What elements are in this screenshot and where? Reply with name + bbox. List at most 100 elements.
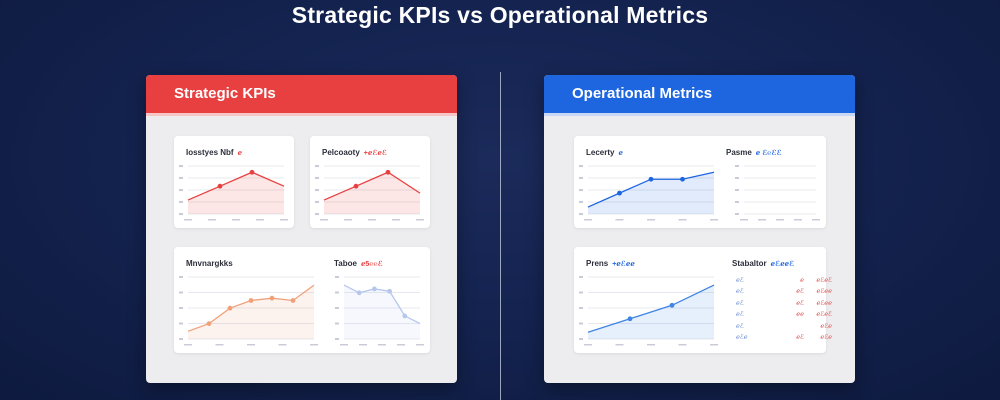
strategic-card-2[interactable]: Pelcoaoty +ℯℰℯℰ <box>310 136 430 228</box>
strategic-header-strip <box>146 113 457 116</box>
x-tick-mark <box>278 344 287 346</box>
tick-mark <box>335 276 339 278</box>
tick-mark <box>315 177 319 179</box>
tick-mark <box>579 213 583 215</box>
data-point <box>385 169 391 175</box>
strategic-card-1[interactable]: Iosstyes Nbf ℯ <box>174 136 294 228</box>
table-cell: ℯℰℯ <box>820 322 832 330</box>
data-point <box>648 176 654 182</box>
x-tick-mark <box>208 219 216 221</box>
data-point <box>227 305 233 311</box>
data-point <box>206 321 212 326</box>
data-point <box>217 183 223 189</box>
tick-mark <box>735 165 739 167</box>
series-area <box>324 172 420 214</box>
card-title: Pelcoaoty +ℯℰℯℰ <box>322 148 388 157</box>
operational-table: ℯℰ ℯ ℯℰℯℰ ℯℰ ℯℰ ℯℰℯℯ ℯℰ ℯℰ ℯℰℯℯ ℯℰ ℯℯ ℯℰℯℰ ℯℰ ℯℰℯ ℯℰℯ ℯ… <box>736 275 832 343</box>
tick-mark <box>579 291 583 294</box>
x-tick-mark <box>794 219 802 221</box>
table-cell: ℯℰℯℯ <box>816 288 832 296</box>
x-tick-mark <box>647 344 655 346</box>
tick-mark <box>315 201 319 203</box>
table-cell: ℯℰ <box>736 322 744 330</box>
card-title: Pasme ℯ ℰ℮ℰℰ <box>726 148 782 157</box>
table-cell: ℯℰ <box>736 277 744 284</box>
operational-header-strip <box>544 113 855 116</box>
series-area <box>588 172 714 214</box>
series-line <box>587 284 715 333</box>
table-cell: ℯℰℯℯ <box>816 299 832 307</box>
table-cell: ℯℰℯℰ <box>816 311 832 319</box>
x-tick-mark <box>678 219 687 221</box>
data-point <box>353 183 359 189</box>
x-tick-mark <box>812 219 820 221</box>
x-tick-mark <box>776 219 784 221</box>
center-divider <box>500 72 501 400</box>
x-tick-mark <box>647 219 655 221</box>
x-tick-mark <box>310 344 318 346</box>
card-title: Taboe ℯ5℮℮ℰ <box>334 259 383 268</box>
operational-card-2-chart <box>579 276 718 346</box>
series-line <box>323 171 421 201</box>
table-cell: ℯℰ <box>736 288 744 296</box>
x-tick-mark <box>215 344 224 346</box>
tick-mark <box>315 189 319 191</box>
strategic-card-3-chart-b <box>335 276 424 346</box>
operational-card-2[interactable]: Prens +ℯℰℯℯ Stabaltor ℯℰℯℯℰ ℯℰ ℯ ℯℰℯℰ ℯℰ ℯℰ ℯℰℯ… <box>574 247 832 353</box>
x-tick-mark <box>232 219 240 221</box>
data-point <box>680 176 685 182</box>
x-tick-mark <box>740 219 748 221</box>
tick-mark <box>579 165 583 167</box>
data-point <box>249 169 255 175</box>
table-cell: ℯℰ <box>736 299 744 307</box>
table-row: ℯℰ ℯ ℯℰℯℰ <box>736 275 832 286</box>
table-row: ℯℰℯ ℯℰ ℯℰℯ <box>736 332 832 343</box>
operational-card-1[interactable]: Lecerty ℯ Pasme ℯ ℰ℮ℰℰ <box>574 136 826 228</box>
card-title: Mnvnargkks <box>186 259 233 268</box>
tick-mark <box>179 165 183 167</box>
x-tick-mark <box>584 219 592 221</box>
series-area <box>188 285 314 339</box>
strategic-card-3[interactable]: Mnvnargkks Taboe ℯ5℮℮ℰ <box>174 247 430 353</box>
strategic-panel: Strategic KPIs Iosstyes Nbf ℯ Pelcoaoty +ℯ… <box>146 75 457 383</box>
strategic-header: Strategic KPIs <box>146 75 457 113</box>
operational-panel: Operational Metrics Lecerty ℯ Pasme ℯ ℰ℮ℰℰ… <box>544 75 855 383</box>
card-chart <box>315 165 424 221</box>
data-point <box>372 286 377 292</box>
table-cell: ℯℰ <box>736 311 744 319</box>
card-value: ℯ <box>237 150 243 157</box>
card-value: +ℯℰℯℰ <box>363 150 388 157</box>
tick-mark <box>735 177 739 179</box>
operational-card-1-chart-a <box>579 165 718 221</box>
tick-mark <box>579 276 583 278</box>
x-tick-mark <box>359 344 367 346</box>
table-row: ℯℰ ℯℯ ℯℰℯℰ <box>736 309 832 320</box>
x-tick-mark <box>320 219 328 221</box>
table-cell <box>790 321 804 332</box>
card-title: Iosstyes Nbf ℯ <box>186 148 243 157</box>
table-cell: ℯℰℯℰ <box>816 277 832 284</box>
x-tick-mark <box>378 344 386 346</box>
card-value: ℯ5℮℮ℰ <box>360 261 383 268</box>
table-cell: ℯℯ <box>796 311 804 319</box>
operational-card-1-chart-b <box>735 165 820 221</box>
x-tick-mark <box>184 219 192 221</box>
series-line <box>343 284 421 325</box>
tick-mark <box>179 201 183 203</box>
x-tick-mark <box>710 219 718 221</box>
card-value: ℯ ℰ℮ℰℰ <box>755 150 782 157</box>
page-title: Strategic KPIs vs Operational Metrics <box>291 2 709 28</box>
tick-mark <box>579 307 583 309</box>
table-row: ℯℰ ℯℰ ℯℰℯℯ <box>736 298 832 309</box>
tick-mark <box>179 177 183 179</box>
data-point <box>402 313 408 319</box>
table-row: ℯℰ ℯℰℯ <box>736 321 832 332</box>
x-tick-mark <box>368 219 376 221</box>
tick-mark <box>179 189 183 191</box>
data-point <box>669 302 675 308</box>
tick-mark <box>735 189 739 191</box>
card-chart <box>179 165 288 221</box>
table-cell: ℯℰℯ <box>736 334 748 342</box>
table-cell: ℯℰ <box>796 288 804 296</box>
table-cell: ℯℰℯ <box>820 334 832 342</box>
